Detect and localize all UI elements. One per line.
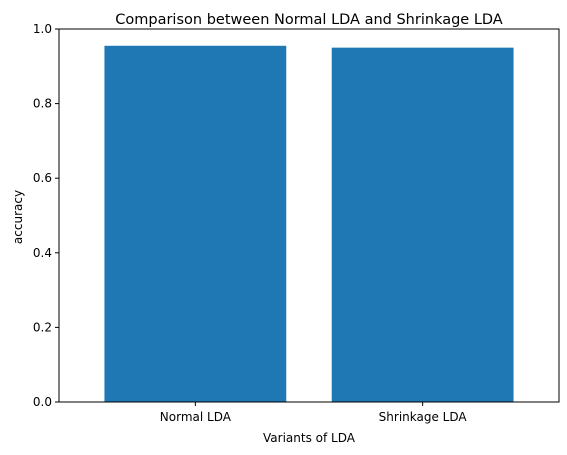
plot-frame [58,28,560,403]
x-tick-label: Normal LDA [160,410,232,424]
bars-group [104,45,514,403]
bar-shrinkage-lda [331,47,514,403]
y-axis-label: accuracy [11,190,25,244]
x-tick-label: Shrinkage LDA [379,410,468,424]
y-tick-label: 0.0 [33,395,52,409]
y-tick-label: 0.8 [33,97,52,111]
plot-area: 0.0 0.2 0.4 0.6 0.8 1.0 Normal LDA Shrinkage L… [33,22,560,424]
bar-normal-lda [104,45,287,402]
x-axis-label: Variants of LDA [263,431,356,445]
y-tick-label: 0.6 [33,171,52,185]
y-tick-label: 0.4 [33,246,52,260]
x-axis: Normal LDA Shrinkage LDA [160,402,468,424]
chart-title: Comparison between Normal LDA and Shrink… [115,12,503,28]
y-axis: 0.0 0.2 0.4 0.6 0.8 1.0 [33,22,59,409]
y-tick-label: 1.0 [33,22,52,36]
y-tick-label: 0.2 [33,320,52,334]
